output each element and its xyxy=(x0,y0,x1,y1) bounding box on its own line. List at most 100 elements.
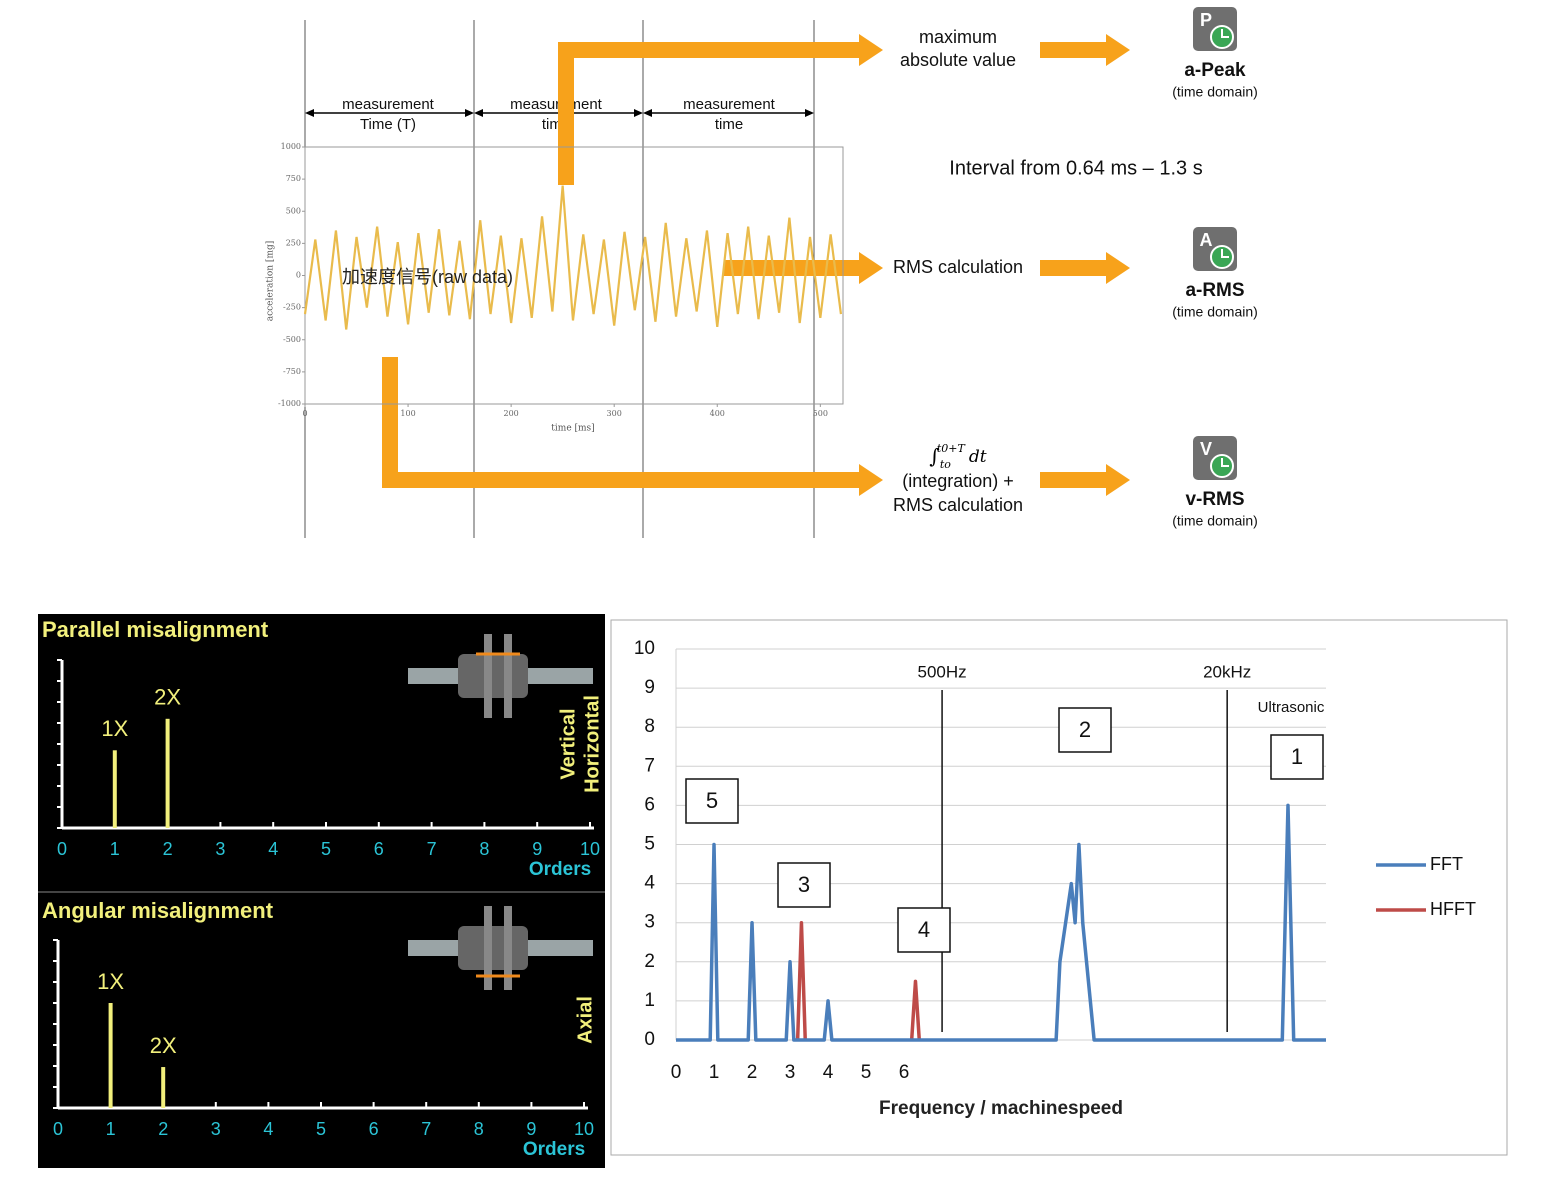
integral-part: ∫ xyxy=(929,444,939,468)
x-tick-label: 3 xyxy=(211,1119,221,1139)
chart-title: Parallel misalignment xyxy=(42,617,269,642)
bar-label: 2X xyxy=(154,685,181,710)
bar xyxy=(161,1067,166,1108)
flow-arrow xyxy=(382,357,859,488)
x-tick-label: 2 xyxy=(163,839,173,859)
x-tick-label: 5 xyxy=(861,1062,872,1083)
x-tick-label: 2 xyxy=(158,1119,168,1139)
spectrum-frame xyxy=(610,619,1508,1156)
y-tick-label: 5 xyxy=(644,834,655,855)
x-tick-label: 10 xyxy=(580,839,600,859)
y-tick-label: -750 xyxy=(283,367,301,376)
label: RMS calculation xyxy=(893,495,1023,515)
bar-label: 1X xyxy=(97,969,124,994)
y-tick-label: 6 xyxy=(644,794,655,815)
bar-label: 2X xyxy=(150,1033,177,1058)
x-tick-label: 5 xyxy=(316,1119,326,1139)
x-tick-label: 200 xyxy=(503,409,518,418)
x-tick-label: 8 xyxy=(474,1119,484,1139)
signal xyxy=(303,185,843,330)
integral-part: dt xyxy=(969,447,987,467)
label: (time domain) xyxy=(1172,513,1258,529)
x-tick-label: 3 xyxy=(785,1062,796,1083)
integral-part: t0+T xyxy=(937,442,967,455)
x-tick-label: 7 xyxy=(421,1119,431,1139)
bar xyxy=(112,750,117,828)
x-tick-label: 3 xyxy=(215,839,225,859)
legend-label: FFT xyxy=(1430,854,1463,874)
marker-label: 500Hz xyxy=(918,662,967,681)
x-tick-label: 5 xyxy=(321,839,331,859)
x-axis-label: Orders xyxy=(529,859,591,880)
flow-arrow-head xyxy=(859,252,883,284)
x-tick-label: 100 xyxy=(400,409,415,418)
y-tick-label: 500 xyxy=(286,206,301,215)
bar xyxy=(108,1003,113,1108)
callout-box xyxy=(1058,707,1112,753)
icon-letter: V xyxy=(1200,439,1212,459)
y-tick-label: 4 xyxy=(644,873,655,894)
callout-label: 1 xyxy=(1291,744,1303,769)
icon-hands xyxy=(1221,249,1229,258)
label: (integration) + xyxy=(902,471,1014,491)
label: RMS calculation xyxy=(893,257,1023,277)
arrow-head xyxy=(643,109,652,117)
label: a-RMS xyxy=(1185,280,1244,301)
arrow-head xyxy=(634,109,643,117)
annotation: 加速度信号(raw data) xyxy=(342,267,513,287)
label: time xyxy=(715,116,743,133)
callout-label: 5 xyxy=(706,788,718,813)
chart-title: Angular misalignment xyxy=(42,898,274,923)
series-line xyxy=(795,920,922,1041)
icon-letter: P xyxy=(1200,10,1212,30)
callout-label: 3 xyxy=(798,872,810,897)
layout xyxy=(38,20,1508,1168)
bar-label: 1X xyxy=(101,716,128,741)
flange xyxy=(484,906,492,990)
label: v-RMS xyxy=(1185,489,1244,510)
flow-arrow-head xyxy=(1106,252,1130,284)
label: absolute value xyxy=(900,50,1016,70)
coupling xyxy=(458,926,528,970)
x-tick-label: 400 xyxy=(710,409,725,418)
side-label: Vertical xyxy=(557,708,579,779)
x-tick-label: 0 xyxy=(671,1062,682,1083)
x-tick-label: 1 xyxy=(106,1119,116,1139)
x-tick-label: 0 xyxy=(53,1119,63,1139)
x-tick-label: 10 xyxy=(574,1119,594,1139)
label: measurement xyxy=(510,96,603,113)
x-tick-label: 0 xyxy=(302,409,307,418)
y-tick-label: 1000 xyxy=(281,142,301,151)
y-tick-label: 3 xyxy=(644,912,655,933)
flange xyxy=(504,634,512,718)
y-tick-label: 2 xyxy=(644,951,655,972)
marker-label: 20kHz xyxy=(1203,662,1251,681)
x-tick-label: 8 xyxy=(479,839,489,859)
y-tick-label: 250 xyxy=(286,238,301,247)
x-axis-label: Frequency / machinespeed xyxy=(879,1098,1123,1119)
x-tick-label: 9 xyxy=(532,839,542,859)
callout-box xyxy=(1270,734,1324,780)
x-tick-label: 4 xyxy=(823,1062,834,1083)
callout-label: 2 xyxy=(1079,717,1091,742)
x-tick-label: 9 xyxy=(526,1119,536,1139)
callout-box xyxy=(685,778,739,824)
y-tick-label: 750 xyxy=(286,174,301,183)
y-tick-label: 0 xyxy=(296,271,301,280)
label: Time (T) xyxy=(360,116,416,133)
label: a-Peak xyxy=(1184,60,1246,81)
callout-box xyxy=(777,862,831,908)
side-label: Axial xyxy=(574,996,596,1044)
flow-arrow-head xyxy=(859,464,883,496)
y-tick-label: -250 xyxy=(283,303,301,312)
arrow-head xyxy=(305,109,314,117)
arrow-head xyxy=(474,109,483,117)
x-tick-label: 4 xyxy=(268,839,278,859)
icon-hands xyxy=(1221,458,1229,467)
x-axis-label: time [ms] xyxy=(551,424,594,434)
label: Interval from 0.64 ms – 1.3 s xyxy=(949,157,1202,179)
label: (time domain) xyxy=(1172,304,1258,320)
callout-label: 4 xyxy=(918,917,930,942)
y-tick-label: -1000 xyxy=(278,399,301,408)
